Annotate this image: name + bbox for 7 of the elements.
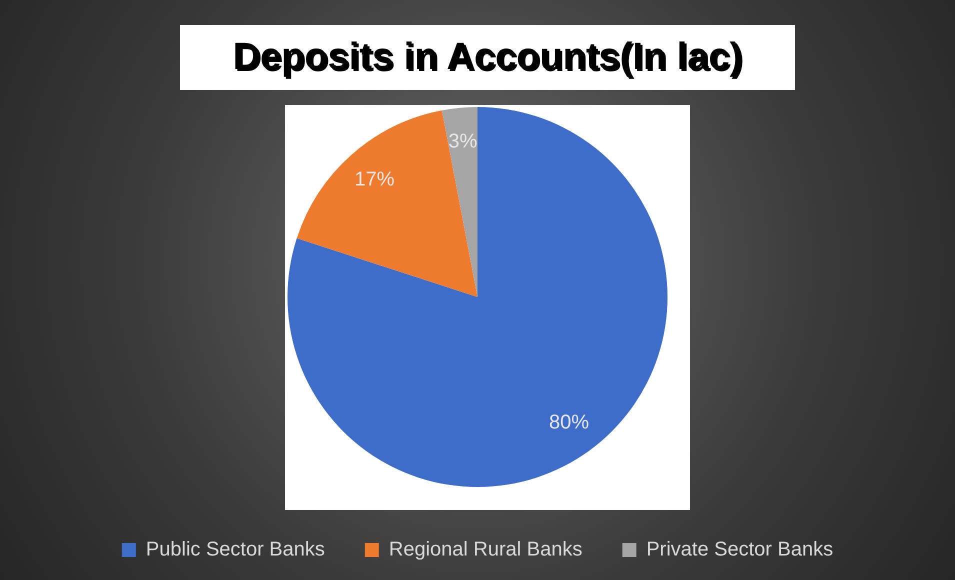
data-label: 17% xyxy=(354,168,395,191)
legend-label: Private Sector Banks xyxy=(646,538,834,561)
chart-title: Deposits in Accounts(In lac) xyxy=(232,36,742,79)
legend-label: Regional Rural Banks xyxy=(388,538,582,561)
data-label: 3% xyxy=(448,130,478,152)
legend-label: Public Sector Banks xyxy=(146,538,325,561)
data-label: 80% xyxy=(549,412,590,434)
